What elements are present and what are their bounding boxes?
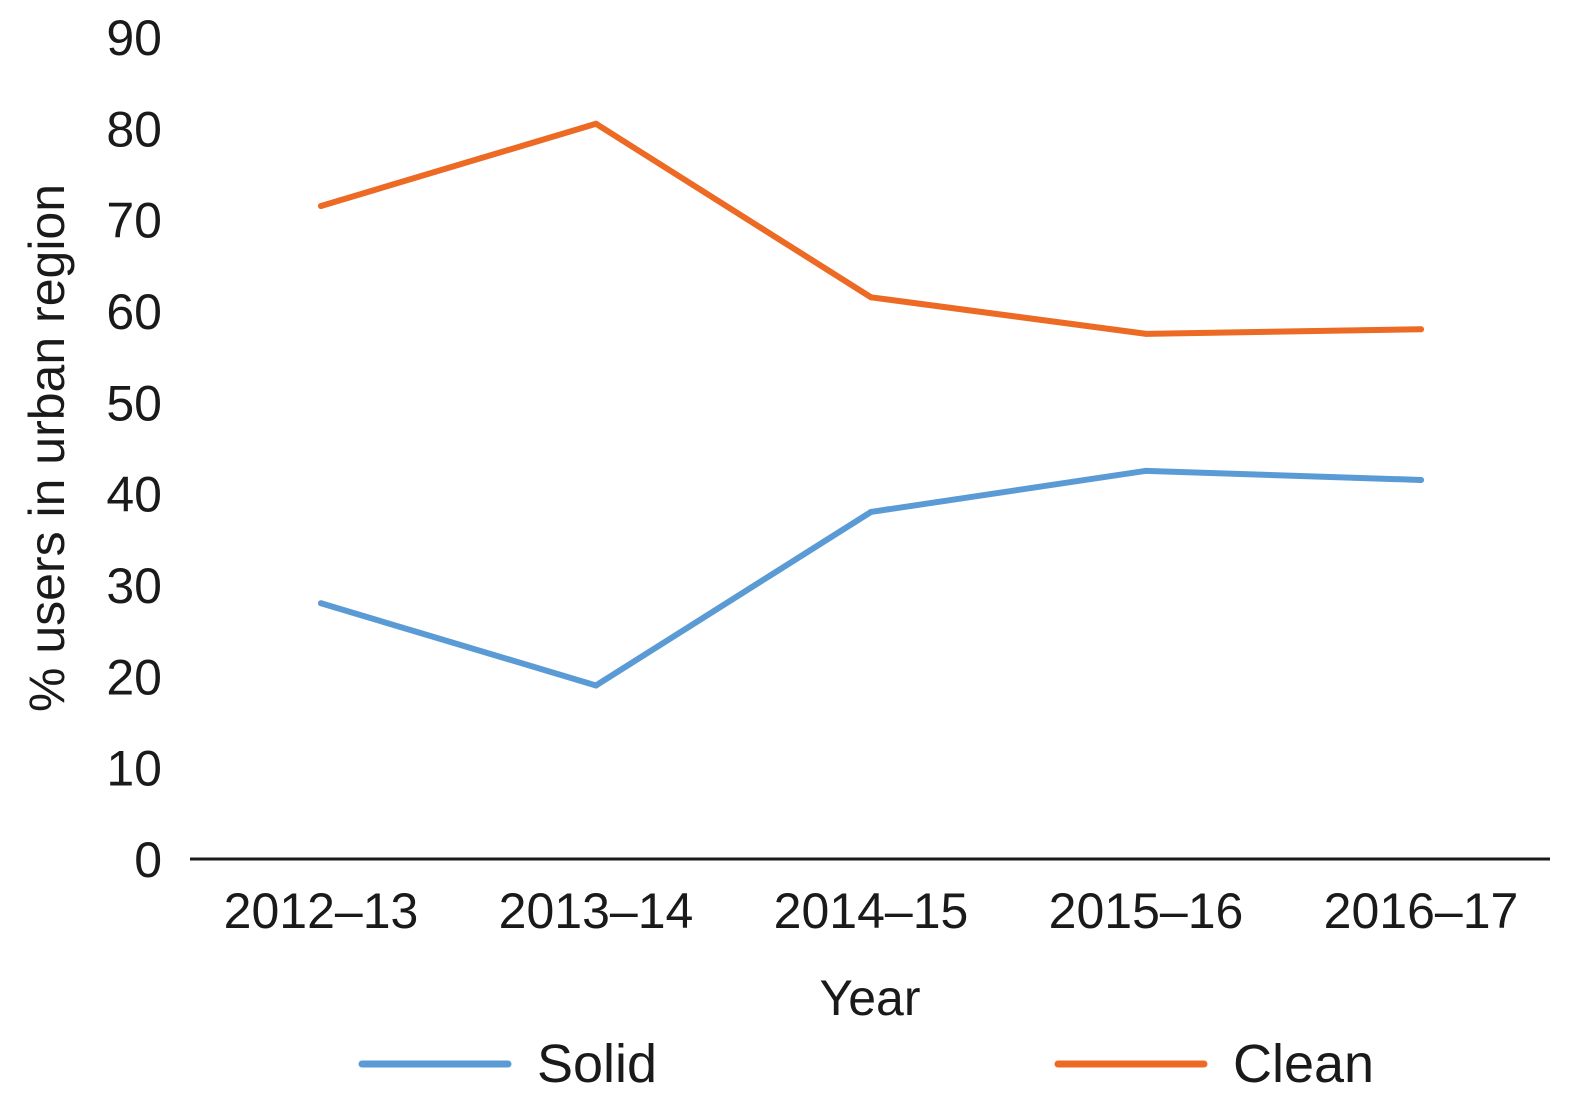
data-point-solid (318, 600, 324, 607)
legend: Solid Clean (358, 1034, 1374, 1094)
legend-label-solid: Solid (537, 1034, 657, 1094)
y-axis-ticks: 0 10 20 30 40 50 60 70 80 90 (106, 10, 162, 888)
data-point-clean (868, 294, 874, 301)
x-tick-label: 2016–17 (1324, 883, 1519, 939)
x-axis-ticks: 2012–13 2013–14 2014–15 2015–16 2016–17 (224, 883, 1519, 939)
y-axis-title: % users in urban region (19, 184, 75, 712)
data-point-clean (318, 202, 324, 209)
data-point-clean (1143, 330, 1149, 337)
data-point-clean (593, 120, 599, 127)
series-lines (318, 120, 1424, 689)
y-tick-label: 20 (106, 649, 162, 705)
y-tick-label: 50 (106, 375, 162, 431)
data-point-clean (1418, 326, 1424, 333)
data-point-solid (593, 682, 599, 689)
y-tick-label: 70 (106, 193, 162, 249)
legend-label-clean: Clean (1233, 1034, 1374, 1094)
x-tick-label: 2015–16 (1049, 883, 1244, 939)
y-tick-label: 10 (106, 741, 162, 797)
x-tick-label: 2012–13 (224, 883, 419, 939)
y-tick-label: 90 (106, 10, 162, 66)
series-line-clean (318, 120, 1424, 337)
y-tick-label: 0 (134, 832, 162, 888)
y-tick-label: 30 (106, 558, 162, 614)
x-tick-label: 2013–14 (499, 883, 694, 939)
x-axis-title: Year (819, 970, 920, 1026)
y-tick-label: 40 (106, 467, 162, 523)
series-line-solid (318, 467, 1424, 689)
y-tick-label: 80 (106, 101, 162, 157)
data-point-solid (1418, 476, 1424, 483)
data-point-solid (868, 508, 874, 515)
y-tick-label: 60 (106, 284, 162, 340)
data-point-solid (1143, 467, 1149, 474)
x-tick-label: 2014–15 (774, 883, 969, 939)
